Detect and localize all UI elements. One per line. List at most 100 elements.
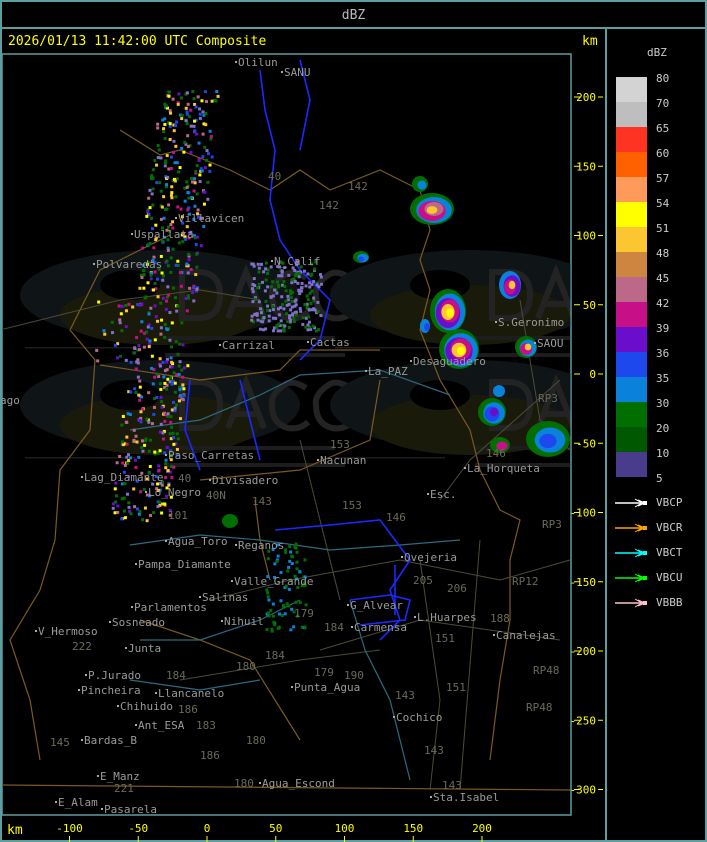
echo-pixel [264, 261, 268, 265]
echo-pixel [272, 620, 276, 624]
echo-pixel [312, 280, 316, 284]
place-marker [351, 626, 353, 628]
place-label: Villavicen [178, 212, 244, 225]
logo-lettering [179, 373, 355, 432]
route-label: 180 [234, 777, 254, 790]
echo-pixel [179, 284, 183, 288]
echo-pixel [292, 320, 296, 324]
echo-pixel [280, 269, 284, 273]
route-label: 145 [50, 736, 70, 749]
echo-pixel [156, 156, 160, 160]
echo-pixel [166, 285, 170, 289]
echo-pixel [152, 511, 156, 515]
echo-pixel [121, 414, 125, 418]
echo-pixel [147, 345, 151, 349]
echo-pixel [170, 365, 174, 369]
echo-pixel [162, 411, 166, 415]
echo-pixel [261, 328, 265, 332]
echo-pixel [134, 465, 138, 469]
echo-pixel [251, 320, 255, 324]
echo-pixel [186, 271, 190, 275]
echo-pixel [271, 308, 275, 312]
echo-pixel [151, 258, 155, 262]
echo-pixel [161, 118, 165, 122]
place-label: Valle_Grande [234, 575, 313, 588]
echo-pixel [166, 238, 170, 242]
echo-pixel [282, 326, 286, 330]
place-label: Ovejeria [404, 551, 457, 564]
echo-pixel [152, 255, 156, 259]
echo-pixel [300, 286, 304, 290]
echo-pixel [175, 447, 179, 451]
place-marker [81, 476, 83, 478]
echo-pixel [267, 319, 271, 323]
river-line [349, 599, 411, 781]
echo-pixel [143, 331, 147, 335]
echo-pixel [269, 285, 273, 289]
echo-pixel [122, 496, 126, 500]
echo-pixel [202, 190, 206, 194]
echo-pixel [120, 304, 124, 308]
route-label: 151 [435, 632, 455, 645]
echo-pixel [319, 275, 323, 279]
echo-pixel [300, 281, 304, 285]
radar-legend-label: VBCR [656, 521, 683, 534]
echo-pixel [146, 325, 150, 329]
echo-pixel [135, 440, 139, 444]
echo-pixel [157, 464, 161, 468]
place-marker [131, 233, 133, 235]
echo-pixel [173, 177, 177, 181]
echo-pixel [310, 283, 314, 287]
echo-cell [357, 256, 365, 262]
province-boundary [139, 619, 301, 741]
echo-cell [493, 385, 505, 397]
echo-pixel [283, 548, 287, 552]
echo-pixel [309, 327, 313, 331]
echo-pixel [138, 510, 142, 514]
echo-pixel [267, 598, 271, 602]
logo-emblem [100, 270, 160, 300]
place-label: Carmensa [354, 621, 407, 634]
echo-pixel [145, 417, 149, 421]
echo-pixel [174, 442, 178, 446]
place-label: Lag_Diamante [84, 471, 163, 484]
echo-pixel [165, 360, 169, 364]
echo-pixel [184, 106, 188, 110]
echo-pixel [117, 304, 121, 308]
echo-pixel [134, 367, 138, 371]
echo-pixel [163, 102, 167, 106]
echo-pixel [277, 285, 281, 289]
echo-pixel [156, 505, 160, 509]
echo-pixel [165, 228, 169, 232]
echo-pixel [156, 126, 160, 130]
echo-pixel [196, 208, 200, 212]
echo-pixel [160, 400, 164, 404]
echo-pixel [176, 102, 180, 106]
echo-pixel [170, 425, 174, 429]
echo-pixel [310, 262, 314, 266]
echo-pixel [184, 142, 188, 146]
echo-pixel [251, 262, 255, 266]
echo-pixel [275, 324, 279, 328]
echo-pixel [198, 216, 202, 220]
echo-pixel [256, 286, 260, 290]
radar-arrow-icon [615, 598, 647, 608]
echo-pixel [208, 129, 212, 133]
echo-pixel [148, 464, 152, 468]
echo-pixel [253, 284, 257, 288]
echo-pixel [257, 266, 261, 270]
echo-pixel [187, 254, 191, 258]
echo-pixel [172, 139, 176, 143]
echo-pixel [111, 331, 115, 335]
echo-pixel [159, 189, 163, 193]
logo-line2-graphic [165, 463, 345, 467]
echo-pixel [271, 294, 275, 298]
echo-pixel [260, 317, 264, 321]
road-line [459, 539, 481, 791]
echo-pixel [185, 91, 189, 95]
logo-lettering [489, 373, 571, 431]
echo-pixel [193, 119, 197, 123]
echo-pixel [164, 159, 168, 163]
echo-pixel [299, 289, 303, 293]
